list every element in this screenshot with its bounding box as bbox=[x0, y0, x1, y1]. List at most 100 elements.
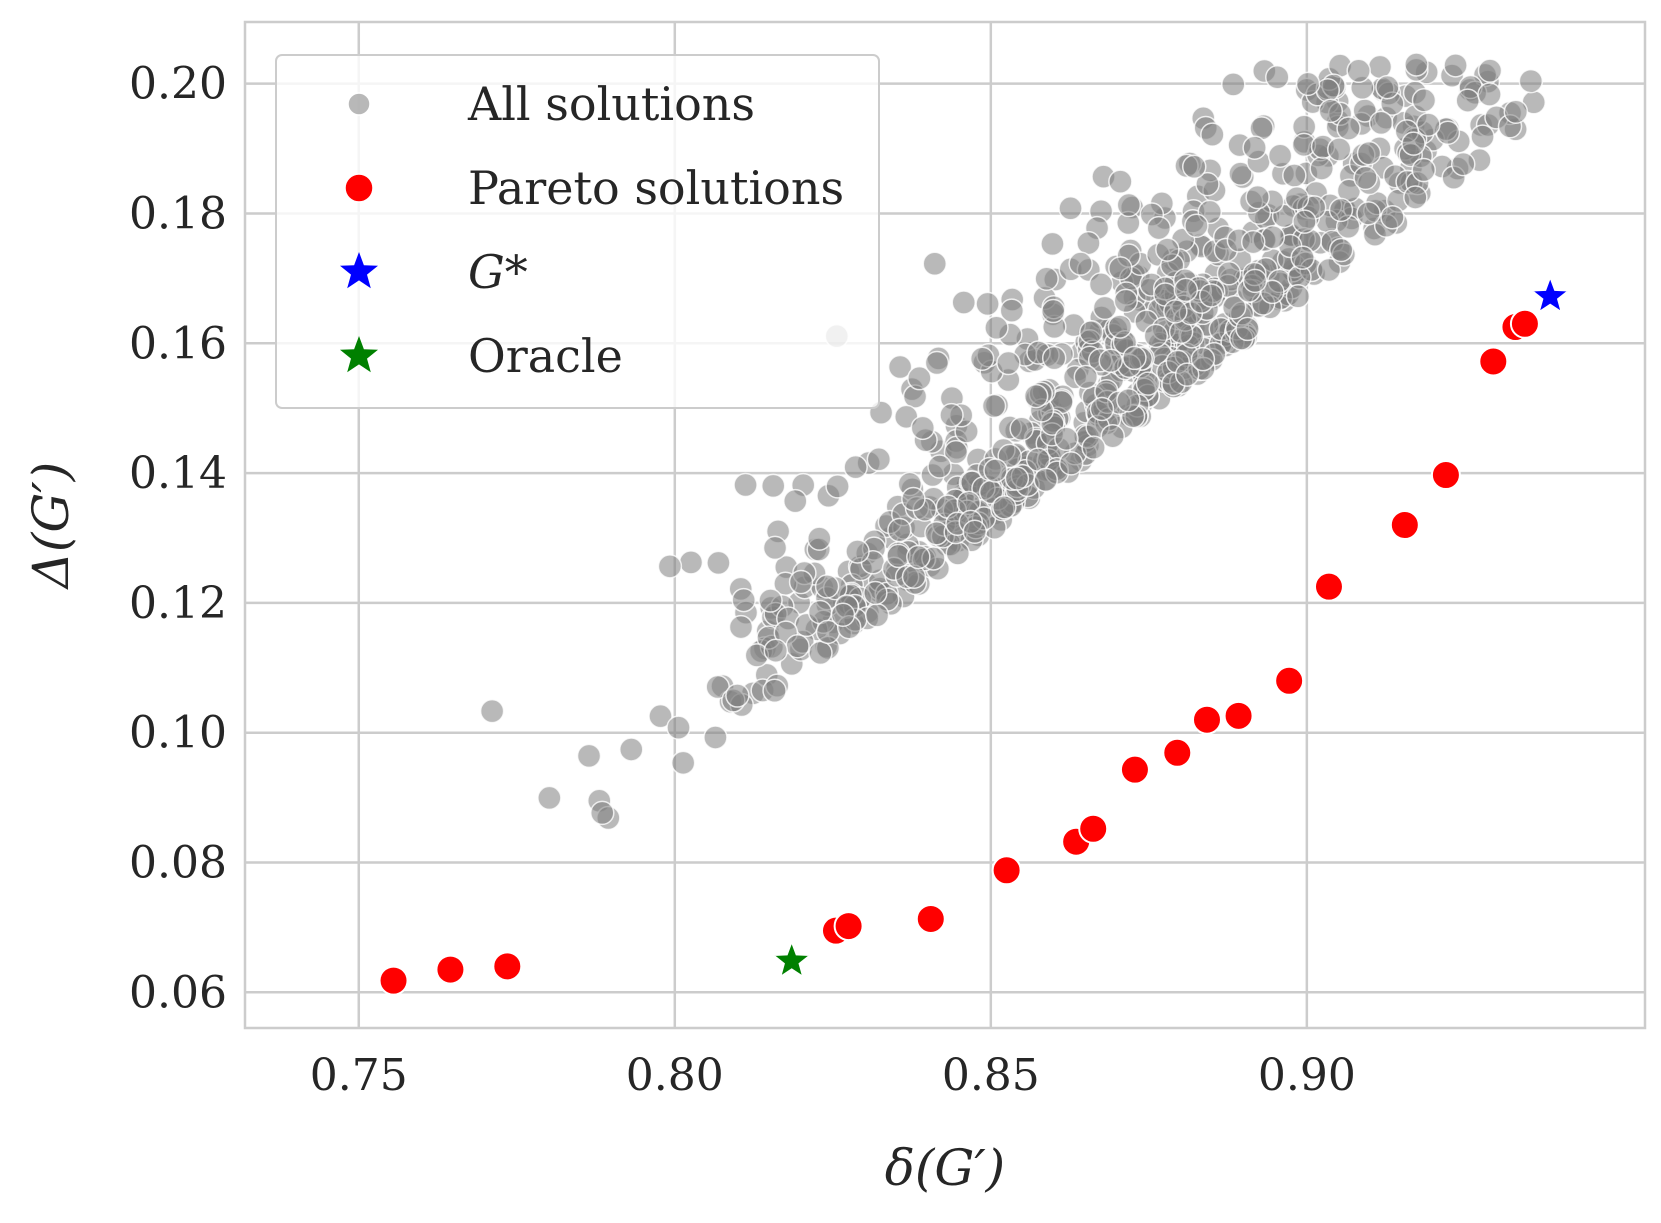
all-solutions-point bbox=[678, 550, 704, 575]
all-solutions-point bbox=[703, 725, 728, 750]
y-tick-label: 0.16 bbox=[129, 318, 227, 369]
all-solutions-point bbox=[725, 683, 750, 708]
all-solutions-point bbox=[1040, 298, 1066, 324]
all-solutions-point bbox=[1079, 320, 1104, 345]
all-solutions-point bbox=[1116, 192, 1142, 218]
all-solutions-point bbox=[1470, 124, 1495, 149]
all-solutions-point bbox=[830, 602, 856, 628]
all-solutions-point bbox=[1122, 345, 1147, 371]
all-solutions-point bbox=[1033, 467, 1059, 493]
all-solutions-point bbox=[1155, 237, 1180, 262]
all-solutions-point bbox=[1336, 116, 1361, 141]
all-solutions-point bbox=[763, 638, 789, 663]
all-solutions-point bbox=[1290, 245, 1315, 270]
all-solutions-point bbox=[1477, 58, 1503, 83]
all-solutions-point bbox=[1135, 371, 1161, 396]
all-solutions-point bbox=[863, 580, 888, 606]
all-solutions-point bbox=[864, 603, 890, 628]
legend-marker bbox=[347, 92, 371, 116]
all-solutions-point bbox=[951, 290, 976, 315]
x-tick-label: 0.75 bbox=[310, 1050, 408, 1101]
all-solutions-point bbox=[1100, 423, 1125, 449]
all-solutions-point bbox=[983, 458, 1008, 483]
star-markers bbox=[771, 275, 1571, 979]
all-solutions-point bbox=[1380, 205, 1405, 230]
all-solutions-point bbox=[666, 715, 691, 740]
all-solutions-point bbox=[731, 587, 756, 613]
all-solutions-point bbox=[1346, 58, 1371, 84]
pareto-solutions-points bbox=[378, 308, 1540, 996]
all-solutions-point bbox=[1058, 196, 1083, 221]
all-solutions-point bbox=[1309, 156, 1334, 181]
pareto-point bbox=[435, 954, 466, 985]
pareto-point bbox=[1478, 346, 1509, 377]
all-solutions-point bbox=[1295, 71, 1321, 97]
all-solutions-point bbox=[728, 614, 754, 640]
all-solutions-point bbox=[1265, 65, 1290, 90]
all-solutions-point bbox=[1173, 277, 1199, 303]
all-solutions-point bbox=[843, 454, 868, 480]
legend-label: Pareto solutions bbox=[468, 161, 844, 215]
all-solutions-point bbox=[1034, 266, 1059, 292]
all-solutions-point bbox=[1040, 231, 1065, 257]
all-solutions-point bbox=[1242, 135, 1267, 160]
all-solutions-point bbox=[1403, 185, 1428, 210]
legend-label: All solutions bbox=[467, 77, 755, 131]
all-solutions-point bbox=[1146, 215, 1172, 241]
all-solutions-point bbox=[907, 365, 932, 391]
tick-labels: 0.75 0.80 0.85 0.90 0.06 0.08 0.10 0.12 0.14 0.16… bbox=[129, 59, 1356, 1101]
all-solutions-point bbox=[962, 519, 987, 544]
all-solutions-point bbox=[1404, 52, 1429, 77]
all-solutions-point bbox=[910, 415, 936, 441]
all-solutions-point bbox=[887, 517, 912, 543]
all-solutions-point bbox=[1221, 72, 1246, 97]
all-solutions-point bbox=[807, 526, 832, 551]
oracle-marker bbox=[771, 939, 812, 979]
legend-label: G* bbox=[468, 245, 528, 299]
all-solutions-point bbox=[924, 350, 950, 376]
pareto-point bbox=[1191, 704, 1222, 735]
pareto-point bbox=[1509, 308, 1540, 339]
all-solutions-point bbox=[1356, 140, 1382, 166]
x-axis-label: δ(G′) bbox=[885, 1139, 1005, 1197]
legend-label: Oracle bbox=[468, 329, 623, 383]
y-tick-label: 0.14 bbox=[129, 448, 227, 499]
pareto-point bbox=[1430, 460, 1461, 491]
all-solutions-point bbox=[814, 574, 840, 599]
all-solutions-point bbox=[1245, 184, 1270, 210]
y-axis-label: Δ(G′) bbox=[22, 462, 80, 590]
all-solutions-point bbox=[761, 473, 786, 499]
all-solutions-point bbox=[1411, 88, 1437, 113]
all-solutions-point bbox=[1450, 151, 1476, 177]
all-solutions-point bbox=[1009, 416, 1034, 442]
all-solutions-point bbox=[922, 251, 948, 277]
all-solutions-point bbox=[619, 737, 644, 762]
pareto-point bbox=[1078, 813, 1109, 844]
all-solutions-point bbox=[479, 698, 505, 724]
all-solutions-point bbox=[783, 488, 808, 514]
all-solutions-point bbox=[1058, 451, 1084, 476]
all-solutions-point bbox=[1092, 295, 1118, 321]
all-solutions-point bbox=[1411, 157, 1437, 183]
pareto-point bbox=[1313, 571, 1344, 602]
all-solutions-point bbox=[706, 550, 731, 576]
all-solutions-point bbox=[969, 346, 995, 372]
all-solutions-point bbox=[906, 544, 931, 570]
all-solutions-point bbox=[1041, 345, 1067, 371]
all-solutions-point bbox=[537, 785, 562, 811]
all-solutions-point bbox=[785, 633, 810, 659]
all-solutions-point bbox=[1216, 261, 1242, 286]
legend-star-marker bbox=[340, 336, 378, 373]
all-solutions-point bbox=[648, 703, 673, 729]
all-solutions-point bbox=[901, 564, 927, 589]
all-solutions-point bbox=[1023, 383, 1049, 409]
all-solutions-point bbox=[1089, 396, 1115, 422]
all-solutions-point bbox=[1108, 169, 1133, 194]
x-tick-label: 0.90 bbox=[1258, 1050, 1356, 1101]
all-solutions-point bbox=[1316, 257, 1342, 283]
all-solutions-point bbox=[1228, 161, 1253, 186]
pareto-point bbox=[991, 855, 1022, 886]
all-solutions-point bbox=[758, 588, 783, 613]
all-solutions-point bbox=[670, 750, 696, 776]
